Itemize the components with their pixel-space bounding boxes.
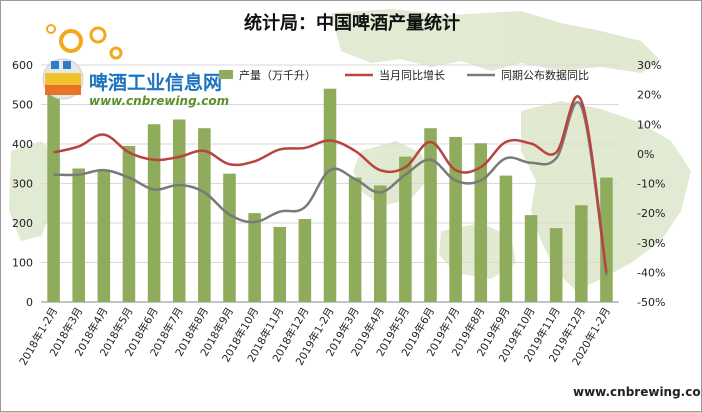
- line-current-yoy: [53, 95, 608, 273]
- line-published-yoy: [53, 101, 608, 276]
- bar: [323, 88, 337, 302]
- legend-label-published-yoy: 同期公布数据同比: [501, 68, 589, 82]
- logo-en-text: www.cnbrewing.com: [89, 94, 229, 108]
- y-right-tick-label: -30%: [637, 237, 665, 250]
- y-right-tick-label: 20%: [637, 89, 661, 102]
- bar: [172, 119, 186, 302]
- bar: [449, 136, 462, 302]
- map-shape-north: [331, 9, 661, 73]
- y-right-tick-label: -40%: [637, 266, 665, 279]
- bar: [298, 219, 312, 302]
- bar: [122, 145, 136, 302]
- left-axis-ticks: 0 100 200 300 400 500 600: [12, 59, 33, 309]
- bar: [600, 177, 613, 302]
- x-axis-labels: 2018年1-2月2018年3月2018年4月2018年5月2018年6月201…: [16, 305, 613, 368]
- y-left-tick-label: 200: [12, 217, 33, 230]
- bar-series: [47, 78, 613, 302]
- logo-cn-text: 啤酒工业信息网: [89, 71, 222, 94]
- legend-label-current-yoy: 当月同比增长: [379, 68, 445, 82]
- bar: [399, 156, 412, 302]
- bar: [223, 173, 236, 302]
- line-series: [53, 95, 608, 276]
- bar: [72, 168, 85, 302]
- y-left-tick-label: 600: [12, 59, 33, 72]
- y-left-tick-label: 400: [12, 138, 33, 151]
- bar: [248, 213, 261, 302]
- bar: [575, 205, 588, 302]
- y-right-tick-label: 0%: [637, 148, 654, 161]
- bar: [198, 128, 211, 302]
- bar: [348, 177, 362, 302]
- bar: [524, 215, 538, 302]
- bar: [549, 228, 563, 302]
- y-right-tick-label: 10%: [637, 118, 661, 131]
- y-right-tick-label: 30%: [637, 59, 661, 72]
- bar: [47, 78, 60, 302]
- right-axis-ticks: -50% -40% -30% -20% -10% 0% 10% 20% 30%: [637, 59, 665, 309]
- y-right-tick-label: -20%: [637, 207, 665, 220]
- bar: [424, 128, 437, 302]
- legend: 产量（万千升） 当月同比增长 同期公布数据同比: [219, 68, 589, 82]
- y-left-tick-label: 500: [12, 99, 33, 112]
- source-text: www.cnbrewing.com: [573, 385, 701, 399]
- bar: [147, 124, 161, 302]
- legend-swatch-bar: [219, 70, 233, 79]
- y-left-tick-label: 100: [12, 257, 33, 270]
- logo: 啤酒工业信息网 www.cnbrewing.com: [42, 24, 229, 108]
- y-right-tick-label: -50%: [637, 296, 665, 309]
- bar: [273, 226, 287, 302]
- bar: [373, 185, 387, 302]
- logo-mark: [42, 24, 123, 100]
- chart-title: 统计局：中国啤酒产量统计: [244, 12, 460, 34]
- x-tick-label: 2018年1-2月: [16, 305, 60, 368]
- bar: [97, 169, 111, 302]
- y-right-tick-label: -10%: [637, 178, 665, 191]
- bar: [499, 175, 513, 302]
- legend-label-production: 产量（万千升）: [239, 68, 316, 82]
- y-left-tick-label: 300: [12, 178, 33, 191]
- y-left-tick-label: 0: [26, 296, 33, 309]
